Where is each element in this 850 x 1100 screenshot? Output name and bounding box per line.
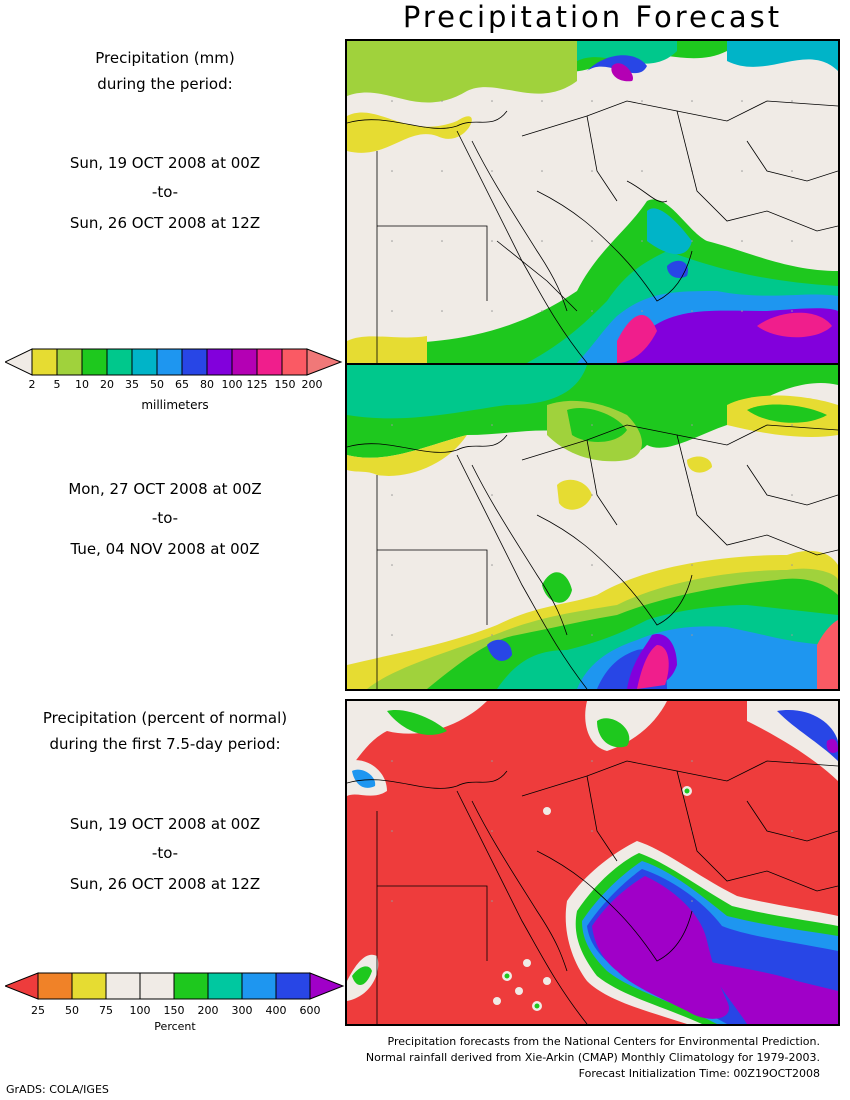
colorbar-mm-tick: 125 — [246, 378, 268, 391]
colorbar-mm-tick: 200 — [301, 378, 323, 391]
map-panel-week1-mm — [345, 39, 840, 365]
colorbar-mm-unit: millimeters — [141, 398, 209, 412]
colorbar-percent-tick: 50 — [65, 1004, 79, 1017]
colorbar-mm: 2 5 10 20 35 50 65 80 100 125 150 200 mi… — [3, 348, 345, 414]
panel2-period-start: Mon, 27 OCT 2008 at 00Z — [68, 480, 262, 498]
footer-line-3: Forecast Initialization Time: 00Z19OCT20… — [578, 1067, 820, 1080]
panel3-period-end: Sun, 26 OCT 2008 at 12Z — [69, 875, 261, 893]
colorbar-percent-tick: 100 — [129, 1004, 151, 1017]
footer-line-2: Normal rainfall derived from Xie-Arkin (… — [365, 1051, 820, 1064]
panel1-period-end: Sun, 26 OCT 2008 at 12Z — [69, 214, 261, 232]
colorbar-mm-tick: 20 — [100, 378, 114, 391]
grads-credit: GrADS: COLA/IGES — [6, 1083, 109, 1096]
panel2-period-to: -to- — [151, 509, 179, 527]
colorbar-mm-tick: 50 — [150, 378, 164, 391]
panel3-period-start: Sun, 19 OCT 2008 at 00Z — [69, 815, 261, 833]
map-percent-normal — [347, 701, 838, 1024]
colorbar-percent-unit: Percent — [154, 1020, 196, 1033]
colorbar-percent-tick: 300 — [231, 1004, 253, 1017]
map-week2-precip — [347, 365, 838, 689]
colorbar-percent-bar — [3, 972, 345, 1000]
panel3-heading-line1: Precipitation (percent of normal) — [42, 709, 288, 727]
colorbar-mm-tick: 65 — [175, 378, 189, 391]
colorbar-mm-tick: 100 — [221, 378, 243, 391]
colorbar-percent-tick: 150 — [163, 1004, 185, 1017]
panel3-period-to: -to- — [151, 844, 179, 862]
colorbar-percent-tick: 400 — [265, 1004, 287, 1017]
colorbar-mm-tick: 2 — [28, 378, 36, 391]
colorbar-mm-tick: 150 — [274, 378, 296, 391]
colorbar-percent-tick: 200 — [197, 1004, 219, 1017]
colorbar-mm-tick: 5 — [53, 378, 61, 391]
colorbar-percent-tick: 75 — [99, 1004, 113, 1017]
map-week1-precip — [347, 41, 838, 363]
panel1-heading-line1: Precipitation (mm) — [95, 49, 235, 67]
panel1-heading-line2: during the period: — [97, 75, 233, 93]
page-title: Precipitation Forecast — [402, 0, 783, 34]
panel1-period-start: Sun, 19 OCT 2008 at 00Z — [69, 154, 261, 172]
colorbar-mm-tick: 10 — [75, 378, 89, 391]
panel1-period-to: -to- — [151, 183, 179, 201]
colorbar-percent-tick: 600 — [299, 1004, 321, 1017]
footer-line-1: Precipitation forecasts from the Nationa… — [387, 1035, 821, 1048]
map-panel-week2-mm — [345, 363, 840, 691]
colorbar-percent: 25 50 75 100 150 200 300 400 600 Percent — [3, 972, 345, 1038]
panel3-heading-line2: during the first 7.5-day period: — [49, 735, 281, 753]
colorbar-mm-tick: 35 — [125, 378, 139, 391]
colorbar-mm-bar — [3, 348, 343, 376]
panel2-period-end: Tue, 04 NOV 2008 at 00Z — [70, 540, 260, 558]
map-panel-percent-normal — [345, 699, 840, 1026]
colorbar-mm-tick: 80 — [200, 378, 214, 391]
colorbar-percent-tick: 25 — [31, 1004, 45, 1017]
